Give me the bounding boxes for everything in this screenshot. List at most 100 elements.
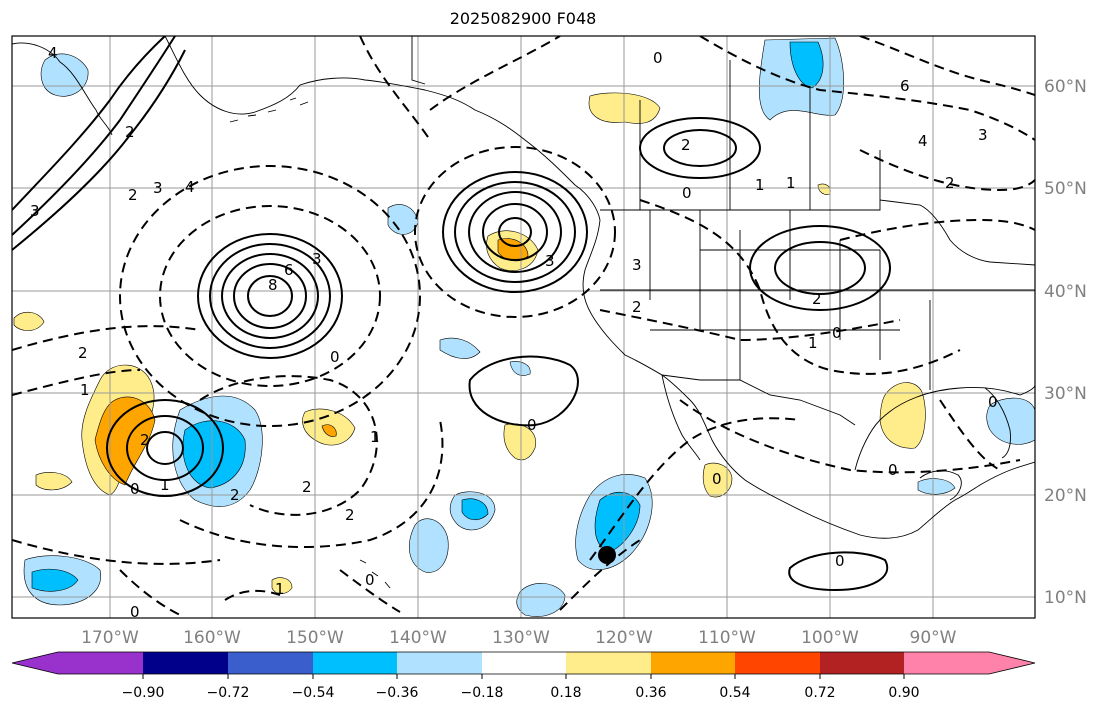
orange-patch: [321, 424, 337, 437]
us-mexico-border: [661, 374, 856, 426]
contour-label: 3: [545, 252, 555, 270]
graticule: [12, 36, 1035, 618]
yucatan: [919, 470, 962, 501]
colorbar-segment: [566, 652, 651, 674]
colorbar-tick-label: 0.54: [719, 685, 750, 701]
contour-label: 2: [78, 344, 88, 362]
yellow-patch: [35, 472, 73, 491]
lat-label: 60°N: [1044, 77, 1087, 97]
alaska-coast: [164, 36, 601, 221]
colorbar-tick-label: 0.72: [804, 685, 835, 701]
contour-label: 8: [268, 276, 278, 294]
yellow-patch: [588, 92, 661, 124]
shaded-anomalies: [13, 37, 1035, 617]
us-canada-border: [600, 199, 1035, 266]
contour-label: 2: [945, 174, 955, 192]
blue-patch: [509, 361, 531, 376]
contour-label: 6: [900, 77, 910, 95]
contour-label: 2: [812, 290, 822, 308]
colorbar-tick-label: −0.72: [207, 685, 250, 701]
contour-label: 0: [527, 416, 537, 434]
contour-label: 1: [786, 174, 796, 192]
colorbar-segment: [143, 652, 228, 674]
colorbar-ticks: [142, 674, 905, 679]
contour-label: 2: [632, 298, 642, 316]
colorbar-segment: [397, 652, 482, 674]
lat-label: 10°N: [1044, 588, 1087, 608]
contour-label: 2: [230, 486, 240, 504]
contour-labels: 4 2 2 3 4 3 8 6 3 2 0 2 1 3 2 1 0 2 2 1 …: [30, 44, 998, 618]
colorbar-tick-label: 0.36: [635, 685, 666, 701]
aleutian-islands: [229, 97, 309, 123]
canada-provinces: [639, 60, 881, 210]
contour-label: 2: [125, 123, 135, 141]
blue-patch: [461, 498, 489, 521]
blue-patch: [516, 583, 566, 617]
yellow-patch: [702, 462, 733, 498]
yellow-patch: [879, 382, 926, 449]
colorbar-tick-label: −0.90: [122, 685, 165, 701]
lon-label: 110°W: [698, 628, 756, 648]
lat-label: 20°N: [1044, 486, 1087, 506]
florida: [984, 387, 1011, 459]
yellow-patch: [503, 423, 537, 461]
colorbar-tick-label: −0.18: [461, 685, 504, 701]
map-panel: 4 2 2 3 4 3 8 6 3 2 0 2 1 3 2 1 0 2 2 1 …: [12, 36, 1035, 618]
colorbar-tick-label: −0.54: [292, 685, 335, 701]
contour-label: 2: [128, 186, 138, 204]
colorbar-tick-label: −0.36: [376, 685, 419, 701]
us-west-coast: [582, 219, 1035, 539]
gulf-of-mexico-coast: [854, 384, 1035, 471]
siberia-coast: [12, 42, 113, 136]
colorbar-segment: [482, 652, 566, 674]
colorbar-segment: [820, 652, 904, 674]
lon-label: 130°W: [492, 628, 550, 648]
colorbar-segment: [12, 652, 143, 674]
baja-california: [661, 374, 701, 461]
solid-contours: [12, 36, 891, 592]
lat-label: 30°N: [1044, 384, 1087, 404]
canada-arctic: [411, 36, 426, 85]
colorbar-tick-label: 0.90: [888, 685, 919, 701]
blue-patch: [439, 337, 481, 359]
contour-label: 2: [302, 478, 312, 496]
contour-label: 2: [140, 431, 150, 449]
contour-label: 4: [918, 132, 928, 150]
contour-label: 1: [755, 176, 765, 194]
colorbar-segment: [735, 652, 820, 674]
blue-patch: [182, 420, 246, 489]
map-title: 2025082900 F048: [449, 9, 597, 28]
lon-label: 140°W: [389, 628, 447, 648]
lon-label: 90°W: [910, 628, 957, 648]
contour-label: 3: [312, 250, 322, 268]
contour-label: 0: [832, 324, 842, 342]
hawaii: [359, 559, 391, 589]
contour-label: 2: [345, 506, 355, 524]
contour-label: 1: [275, 580, 285, 598]
yellow-patch: [271, 577, 293, 594]
longitude-labels: 170°W 160°W 150°W 140°W 130°W 120°W 110°…: [81, 628, 957, 648]
lat-label: 50°N: [1044, 179, 1087, 199]
contour-label: 0: [330, 348, 340, 366]
contour-label: 0: [682, 184, 692, 202]
contour-label: 0: [653, 49, 663, 67]
contour-label: 0: [365, 571, 375, 589]
contour-label: 0: [888, 461, 898, 479]
colorbar-segment: [313, 652, 397, 674]
contour-label: 6: [284, 261, 294, 279]
lon-label: 150°W: [286, 628, 344, 648]
blue-patch: [789, 41, 824, 89]
yellow-patch: [13, 311, 45, 331]
lon-label: 100°W: [801, 628, 859, 648]
location-marker: [598, 546, 616, 564]
lat-label: 40°N: [1044, 282, 1087, 302]
contour-label: 3: [153, 179, 163, 197]
blue-patch: [408, 518, 449, 573]
contour-label: 4: [185, 178, 195, 196]
contour-label: 1: [808, 334, 818, 352]
coastlines: [12, 36, 1035, 589]
colorbar: −0.90 −0.72 −0.54 −0.36 −0.18 0.18 0.36 …: [11, 651, 1036, 701]
contour-label: 1: [160, 476, 170, 494]
contour-label: 4: [48, 44, 58, 62]
